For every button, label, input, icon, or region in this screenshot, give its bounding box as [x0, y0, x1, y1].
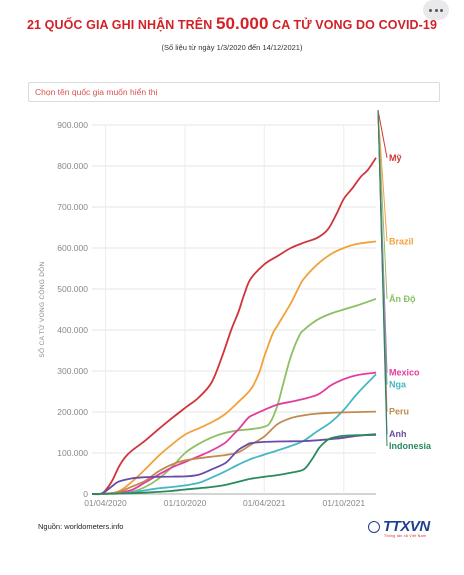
- series-label-3: Mexico: [389, 368, 420, 378]
- series-label-1: Brazil: [389, 236, 414, 246]
- y-tick-label: 600.000: [57, 243, 88, 253]
- series-line-6[interactable]: [91, 433, 377, 495]
- y-tick-label: 900.000: [57, 120, 88, 130]
- series-label-4: Nga: [389, 380, 407, 390]
- title-number: 50.000: [215, 14, 269, 33]
- series-label-5: Peru: [389, 407, 409, 417]
- y-tick-label: 100.000: [57, 448, 88, 458]
- series-label-6: Anh: [389, 429, 407, 439]
- y-tick-label: 400.000: [57, 325, 88, 335]
- x-tick-label: 01/04/2021: [243, 498, 286, 508]
- series-label-7: Indonesia: [389, 441, 432, 451]
- y-tick-label: 700.000: [57, 202, 88, 212]
- series-line-5[interactable]: [91, 410, 377, 495]
- more-options-button[interactable]: [423, 0, 449, 20]
- dot-icon: [434, 8, 438, 12]
- series-label-2: Ấn Độ: [389, 294, 416, 304]
- title-part1: 21 QUỐC GIA GHI NHẬN TRÊN: [26, 18, 216, 32]
- series-labels: Mỹ Brazil Ấn Độ Mexico Nga Peru Anh Indonesia: [389, 153, 432, 451]
- logo-text: TTXVN: [383, 518, 430, 535]
- y-tick-label: 800.000: [57, 161, 88, 171]
- series-line-1[interactable]: [91, 240, 377, 495]
- y-tick-label: 200.000: [57, 407, 88, 417]
- y-axis-title: SỐ CA TỬ VONG CỘNG DỒN: [36, 261, 46, 357]
- y-tick-label: 300.000: [57, 366, 88, 376]
- source-note: Nguồn: worldometers.info: [38, 522, 124, 531]
- logo-subtext: Thông tấn xã Việt Nam: [384, 534, 427, 538]
- ttxvn-logo-icon: [368, 520, 380, 533]
- page-title: 21 QUỐC GIA GHI NHẬN TRÊN 50.000 CA TỬ V…: [0, 14, 464, 34]
- series-label-0: Mỹ: [389, 153, 402, 163]
- page-subtitle: (Số liệu từ ngày 1/3/2020 đến 14/12/2021…: [161, 43, 303, 52]
- label-leader-line: [377, 110, 388, 447]
- country-selector[interactable]: Chọn tên quốc gia muốn hiển thị: [28, 82, 440, 102]
- chart-series: [91, 157, 377, 496]
- line-chart: 0 100.000 200.000 300.000 400.000 500.000 600.…: [36, 110, 432, 508]
- dot-icon: [429, 8, 433, 12]
- series-line-7[interactable]: [91, 434, 377, 495]
- series-line-2[interactable]: [91, 297, 377, 495]
- x-tick-label: 01/04/2020: [84, 498, 127, 508]
- ttxvn-logo: TTXVN Thông tấn xã Việt Nam: [368, 519, 430, 539]
- dot-icon: [439, 8, 443, 12]
- x-tick-label: 01/10/2020: [164, 498, 207, 508]
- title-part2: CA TỬ VONG DO COVID-19: [268, 18, 438, 32]
- country-selector-placeholder: Chọn tên quốc gia muốn hiển thị: [35, 87, 158, 97]
- y-axis-ticks: 0 100.000 200.000 300.000 400.000 500.000 600.…: [57, 120, 88, 499]
- y-tick-label: 500.000: [57, 284, 88, 294]
- x-tick-label: 01/10/2021: [323, 498, 366, 508]
- series-line-4[interactable]: [91, 373, 377, 495]
- x-axis-ticks: 01/04/2020 01/10/2020 01/04/2021 01/10/2021: [84, 498, 365, 508]
- series-line-3[interactable]: [91, 371, 377, 495]
- y-tick-label: 0: [83, 489, 88, 499]
- series-label-leaders: [377, 110, 388, 447]
- label-leader-line: [377, 110, 388, 158]
- series-line-0[interactable]: [91, 157, 377, 496]
